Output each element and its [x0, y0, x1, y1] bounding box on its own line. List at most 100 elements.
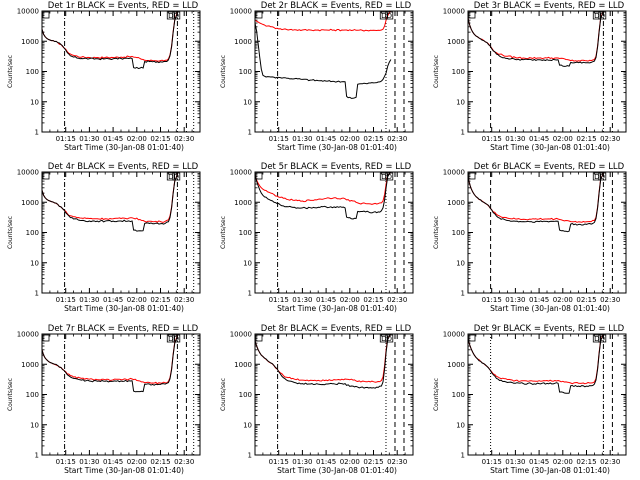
x-tick-label: 02:00: [553, 458, 573, 466]
y-tick-label: 100: [26, 391, 39, 399]
marker-label: D: [168, 335, 173, 343]
plot-frame: [41, 171, 201, 294]
panel-det-1: Det 1r BLACK = Events, RED = LLD Counts/s…: [7, 1, 201, 152]
x-tick-label: 01:15: [269, 458, 289, 466]
y-axis-label: Counts/sec: [433, 216, 440, 249]
x-tick-label: 02:15: [363, 458, 383, 466]
y-axis-label: Counts/sec: [7, 216, 14, 249]
panel-title: Det 8r BLACK = Events, RED = LLD: [261, 324, 412, 334]
panel-title: Det 2r BLACK = Events, RED = LLD: [261, 1, 412, 11]
y-tick-label: 10: [456, 259, 465, 267]
panel-title: Det 5r BLACK = Events, RED = LLD: [261, 162, 412, 172]
y-tick-label: 1000: [21, 361, 39, 369]
marker-label: D: [600, 12, 605, 20]
panel-title: Det 3r BLACK = Events, RED = LLD: [474, 1, 625, 11]
marker-label: D: [600, 173, 605, 181]
y-tick-label: 10: [30, 98, 39, 106]
y-tick-label: 10: [243, 259, 252, 267]
x-tick-label: 01:45: [529, 135, 549, 143]
plot-frame: [254, 333, 414, 456]
x-tick-label: 01:45: [103, 135, 123, 143]
x-tick-label: 01:15: [56, 458, 76, 466]
series-lld-line: [467, 171, 605, 223]
marker-label: D: [381, 335, 386, 343]
x-tick-label: 02:00: [127, 135, 147, 143]
marker-box: [379, 334, 388, 343]
x-axis-label: Start Time (30-Jan-08 01:01:40): [277, 304, 397, 313]
corner-box: [468, 334, 476, 342]
y-tick-label: 100: [26, 68, 39, 76]
x-axis-label: Start Time (30-Jan-08 01:01:40): [490, 304, 610, 313]
y-tick-label: 1: [461, 129, 465, 137]
corner-box: [255, 11, 263, 19]
x-tick-label: 01:15: [56, 296, 76, 304]
y-tick-label: 1000: [21, 199, 39, 207]
series-events-line: [467, 10, 605, 67]
x-tick-label: 01:15: [56, 135, 76, 143]
x-tick-label: 02:00: [553, 296, 573, 304]
y-axis-label: Counts/sec: [433, 378, 440, 411]
x-axis-label: Start Time (30-Jan-08 01:01:40): [490, 143, 610, 152]
series-events-line: [467, 171, 605, 233]
x-tick-label: 02:15: [576, 296, 596, 304]
series-events-line: [41, 10, 179, 69]
marker-box: [172, 334, 181, 343]
corner-box: [42, 11, 50, 19]
marker-box: [385, 334, 394, 343]
corner-box: [42, 334, 50, 342]
x-tick-label: 01:15: [482, 296, 502, 304]
corner-box: [255, 334, 263, 342]
y-tick-label: 10000: [230, 331, 252, 339]
y-axis-label: Counts/sec: [7, 55, 14, 88]
marker-label: D: [600, 335, 605, 343]
y-axis-label: Counts/sec: [7, 378, 14, 411]
panel-det-9: Det 9r BLACK = Events, RED = LLD Counts/s…: [433, 324, 627, 475]
y-tick-label: 1000: [234, 199, 252, 207]
marker-box: [166, 334, 175, 343]
series-lld-line: [254, 171, 392, 205]
y-tick-label: 100: [239, 68, 252, 76]
x-tick-label: 01:45: [316, 296, 336, 304]
y-axis-label: Counts/sec: [220, 216, 227, 249]
marker-label: D: [174, 12, 179, 20]
marker-label: D: [381, 12, 386, 20]
x-tick-label: 02:00: [553, 135, 573, 143]
x-tick-label: 02:15: [150, 135, 170, 143]
x-tick-label: 01:45: [103, 296, 123, 304]
y-tick-label: 10000: [443, 8, 465, 16]
x-tick-label: 01:30: [292, 135, 312, 143]
panel-det-3: Det 3r BLACK = Events, RED = LLD Counts/s…: [433, 1, 627, 152]
panel-title: Det 9r BLACK = Events, RED = LLD: [474, 324, 625, 334]
y-tick-label: 1: [461, 452, 465, 460]
plot-frame: [254, 10, 414, 133]
y-tick-label: 10000: [230, 8, 252, 16]
x-tick-label: 01:15: [482, 458, 502, 466]
x-tick-label: 01:15: [269, 296, 289, 304]
marker-box: [592, 11, 601, 20]
y-axis-label: Counts/sec: [433, 55, 440, 88]
marker-box: [379, 172, 388, 181]
y-tick-label: 1: [248, 129, 252, 137]
plot-frame: [41, 10, 201, 133]
x-tick-label: 01:30: [505, 296, 525, 304]
marker-box: [385, 172, 394, 181]
x-axis-label: Start Time (30-Jan-08 01:01:40): [64, 143, 184, 152]
x-tick-label: 02:00: [340, 296, 360, 304]
x-tick-label: 02:15: [576, 458, 596, 466]
x-tick-label: 02:00: [340, 458, 360, 466]
x-tick-label: 01:45: [529, 458, 549, 466]
marker-label: D: [594, 12, 599, 20]
x-tick-label: 02:30: [174, 458, 194, 466]
y-axis-label: Counts/sec: [220, 378, 227, 411]
y-tick-label: 1: [35, 290, 39, 298]
x-tick-label: 01:15: [482, 135, 502, 143]
x-tick-label: 02:30: [387, 296, 407, 304]
series-events-line: [41, 333, 179, 393]
y-tick-label: 100: [452, 229, 465, 237]
y-tick-label: 10000: [17, 8, 39, 16]
y-tick-label: 100: [26, 229, 39, 237]
y-tick-label: 10000: [17, 169, 39, 177]
x-axis-label: Start Time (30-Jan-08 01:01:40): [490, 466, 610, 475]
series-lld-line: [41, 333, 179, 385]
